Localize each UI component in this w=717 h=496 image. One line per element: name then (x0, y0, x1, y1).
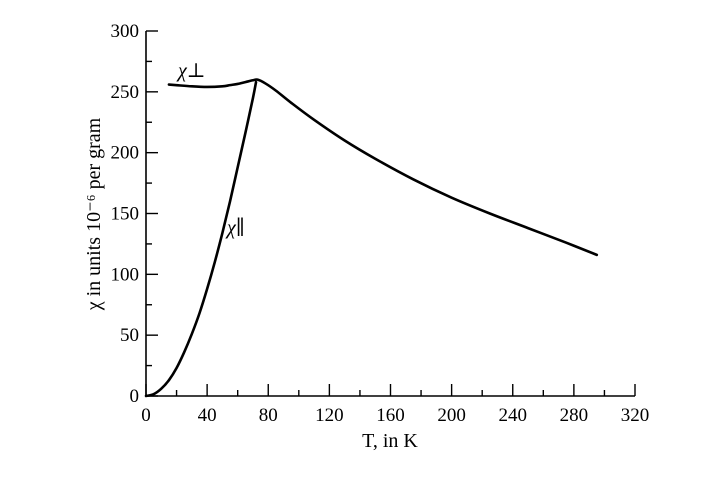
x-tick-label: 280 (560, 405, 589, 426)
y-axis-title: χ in units 10⁻⁶ per gram (83, 117, 105, 311)
y-tick-label: 0 (130, 386, 140, 407)
axes (145, 30, 636, 397)
x-tick-label: 120 (315, 405, 344, 426)
y-tick-label: 150 (111, 204, 140, 225)
chi-parallel-label: χ∥ (225, 217, 245, 239)
chi-perpendicular-label: χ⊥ (176, 60, 206, 82)
chi-perpendicular-curve (167, 78, 599, 257)
x-tick-label: 80 (259, 405, 278, 426)
x-axis-title: T, in K (362, 430, 418, 452)
y-tick-label: 250 (111, 82, 140, 103)
chi-parallel-curve (144, 80, 258, 398)
x-tick-label: 0 (141, 405, 151, 426)
y-tick-label: 50 (120, 325, 139, 346)
y-tick-label: 200 (111, 143, 140, 164)
x-tick-label: 320 (621, 405, 650, 426)
x-tick-label: 40 (198, 405, 217, 426)
x-tick-label: 200 (437, 405, 466, 426)
x-tick-label: 160 (376, 405, 405, 426)
y-tick-label: 300 (111, 21, 140, 42)
labels: 0 40 80 120 160 200 240 280 320 0 50 100 150 200 250 30… (83, 21, 649, 452)
curves (144, 78, 599, 398)
x-tick-label: 240 (499, 405, 528, 426)
y-tick-label: 100 (111, 264, 140, 285)
